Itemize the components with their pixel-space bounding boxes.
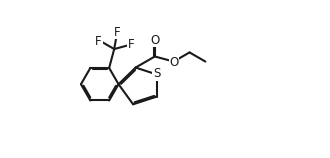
Text: O: O [150, 33, 159, 47]
Text: O: O [170, 56, 179, 69]
Text: F: F [114, 26, 120, 39]
Text: F: F [128, 38, 135, 51]
Text: S: S [153, 67, 160, 80]
Text: F: F [95, 35, 102, 48]
